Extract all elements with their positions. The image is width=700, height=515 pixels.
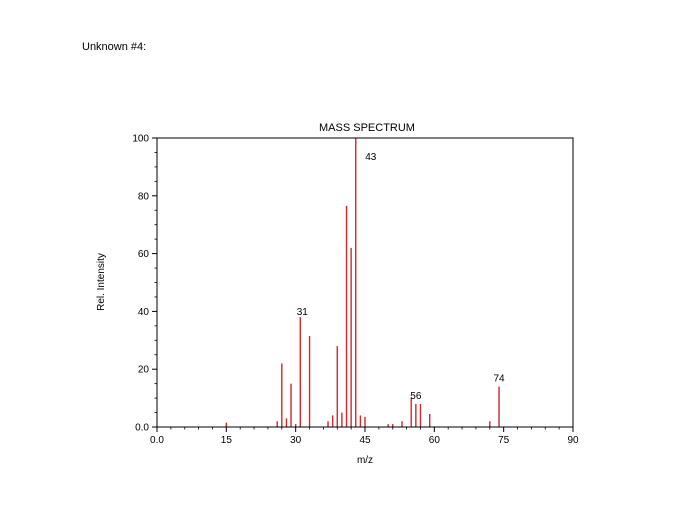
y-tick-label: 60 <box>138 249 150 260</box>
x-tick-label: 75 <box>498 435 510 446</box>
y-tick-label: 20 <box>138 365 150 376</box>
document-label: Unknown #4: <box>82 41 147 53</box>
plot-frame <box>156 137 574 428</box>
x-tick-label: 15 <box>221 435 233 446</box>
x-axis-title: m/z <box>357 455 373 466</box>
peak-annotation: 31 <box>297 307 309 318</box>
y-tick-label: 0.0 <box>135 423 149 434</box>
x-tick-label: 0.0 <box>150 435 164 446</box>
peak-annotation: 56 <box>410 391 422 402</box>
peak-annotation: 43 <box>365 152 377 163</box>
x-tick-label: 90 <box>567 435 579 446</box>
x-tick-label: 60 <box>429 435 441 446</box>
peak-annotation: 74 <box>493 374 505 385</box>
x-tick-label: 30 <box>290 435 302 446</box>
x-tick-label: 45 <box>359 435 371 446</box>
y-tick-label: 40 <box>138 307 150 318</box>
y-axis-title: Rel. Intensity <box>96 253 107 311</box>
chart-title: MASS SPECTRUM <box>319 122 415 134</box>
y-tick-label: 80 <box>138 191 150 202</box>
y-tick-label: 100 <box>132 134 149 145</box>
